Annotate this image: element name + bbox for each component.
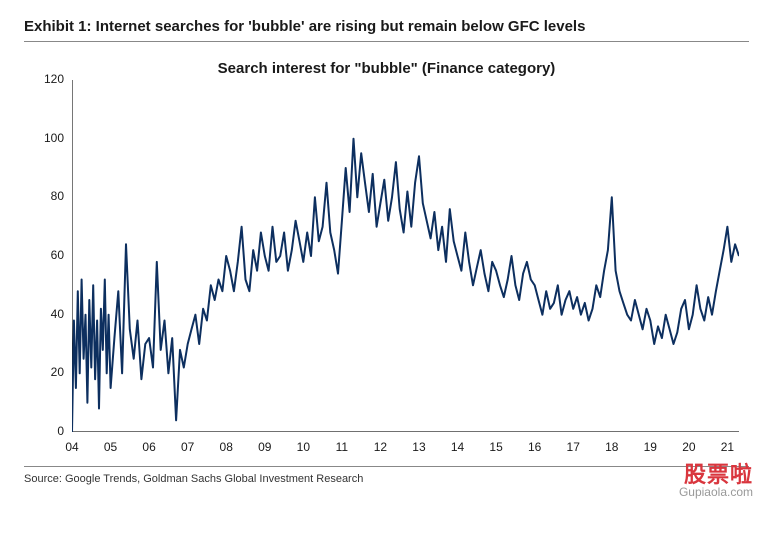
y-axis-label: 20: [24, 365, 64, 379]
x-axis-label: 12: [374, 440, 387, 454]
x-axis-label: 16: [528, 440, 541, 454]
y-axis-label: 60: [24, 248, 64, 262]
x-axis-label: 09: [258, 440, 271, 454]
x-axis-label: 07: [181, 440, 194, 454]
x-axis-label: 20: [682, 440, 695, 454]
data-line: [72, 139, 739, 432]
x-axis-label: 04: [65, 440, 78, 454]
x-axis-label: 21: [721, 440, 734, 454]
source-text: Source: Google Trends, Goldman Sachs Glo…: [0, 467, 773, 485]
x-axis-label: 05: [104, 440, 117, 454]
x-axis-label: 13: [412, 440, 425, 454]
y-axis-label: 100: [24, 131, 64, 145]
x-axis-label: 10: [297, 440, 310, 454]
x-axis-label: 08: [220, 440, 233, 454]
watermark: 股票啦 Gupiaola.com: [679, 463, 753, 499]
x-axis-label: 19: [644, 440, 657, 454]
y-axis-label: 40: [24, 307, 64, 321]
watermark-line1: 股票啦: [679, 463, 753, 486]
chart-svg: [72, 80, 739, 432]
y-axis-label: 120: [24, 72, 64, 86]
chart-container: Search interest for "bubble" (Finance ca…: [24, 52, 749, 462]
exhibit-title: Exhibit 1: Internet searches for 'bubble…: [0, 0, 773, 41]
x-axis-label: 11: [336, 440, 348, 454]
chart-title: Search interest for "bubble" (Finance ca…: [24, 60, 749, 77]
y-axis-label: 0: [24, 424, 64, 438]
x-axis-label: 06: [142, 440, 155, 454]
plot-area: [72, 80, 739, 432]
x-axis-label: 18: [605, 440, 618, 454]
title-divider: [24, 41, 749, 42]
x-axis-label: 15: [489, 440, 502, 454]
x-axis-label: 14: [451, 440, 464, 454]
x-axis-label: 17: [567, 440, 580, 454]
watermark-line2: Gupiaola.com: [679, 486, 753, 499]
y-axis-label: 80: [24, 189, 64, 203]
